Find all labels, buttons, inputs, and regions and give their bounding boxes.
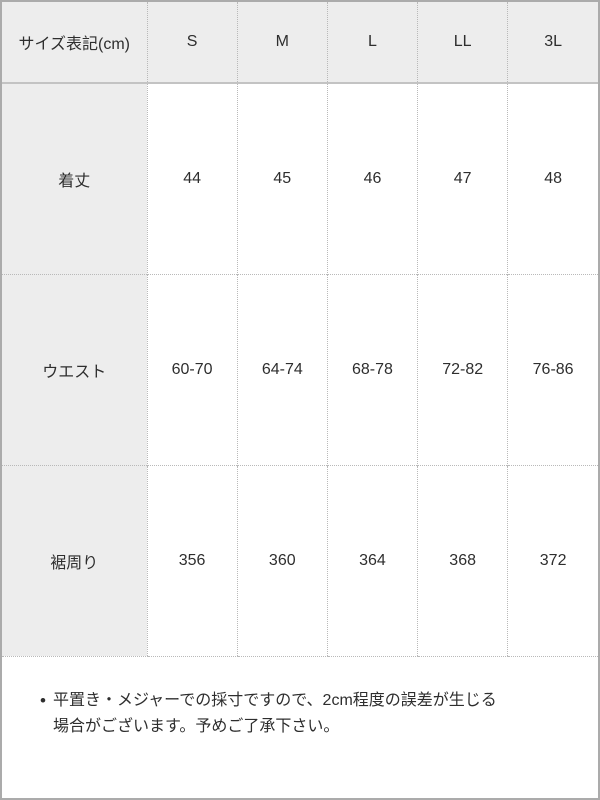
- measurement-value: 360: [236, 464, 328, 657]
- size-unit-header: サイズ表記(cm): [2, 2, 147, 84]
- measurement-value: 372: [507, 464, 598, 657]
- size-column-header-3l: 3L: [507, 2, 598, 84]
- measurement-value: 60-70: [146, 273, 238, 465]
- size-column-header-s: S: [146, 2, 238, 84]
- size-column-header-l: L: [326, 2, 418, 84]
- measurement-row-waist: ウエスト 60-70 64-74 68-78 72-82 76-86: [2, 273, 598, 465]
- measurement-note-section: • 平置き・メジャーでの採寸ですので、2cm程度の誤差が生じる場合がございます。…: [2, 656, 598, 798]
- measurement-row-hem: 裾周り 356 360 364 368 372: [2, 464, 598, 657]
- bullet-icon: •: [40, 690, 46, 710]
- measurement-value: 356: [146, 464, 238, 657]
- size-column-header-ll: LL: [417, 2, 508, 84]
- measurement-value: 368: [417, 464, 508, 657]
- measurement-value: 46: [326, 83, 418, 274]
- measurement-label: ウエスト: [2, 273, 147, 465]
- measurement-label: 裾周り: [2, 464, 147, 657]
- size-header-row: サイズ表記(cm) S M L LL 3L: [2, 2, 598, 84]
- measurement-value: 364: [326, 464, 418, 657]
- measurement-value: 45: [236, 83, 328, 274]
- measurement-value: 64-74: [236, 273, 328, 465]
- measurement-note-text: 平置き・メジャーでの採寸ですので、2cm程度の誤差が生じる場合がございます。予め…: [52, 691, 497, 735]
- measurement-row-length: 着丈 44 45 46 47 48: [2, 83, 598, 274]
- measurement-value: 44: [146, 83, 238, 274]
- measurement-value: 72-82: [417, 273, 508, 465]
- size-table: サイズ表記(cm) S M L LL 3L 着丈 44 45 46 47 48 …: [2, 2, 598, 657]
- measurement-value: 47: [417, 83, 508, 274]
- size-column-header-m: M: [236, 2, 328, 84]
- measurement-value: 48: [507, 83, 598, 274]
- measurement-value: 76-86: [507, 273, 598, 465]
- measurement-label: 着丈: [2, 83, 147, 274]
- measurement-value: 68-78: [326, 273, 418, 465]
